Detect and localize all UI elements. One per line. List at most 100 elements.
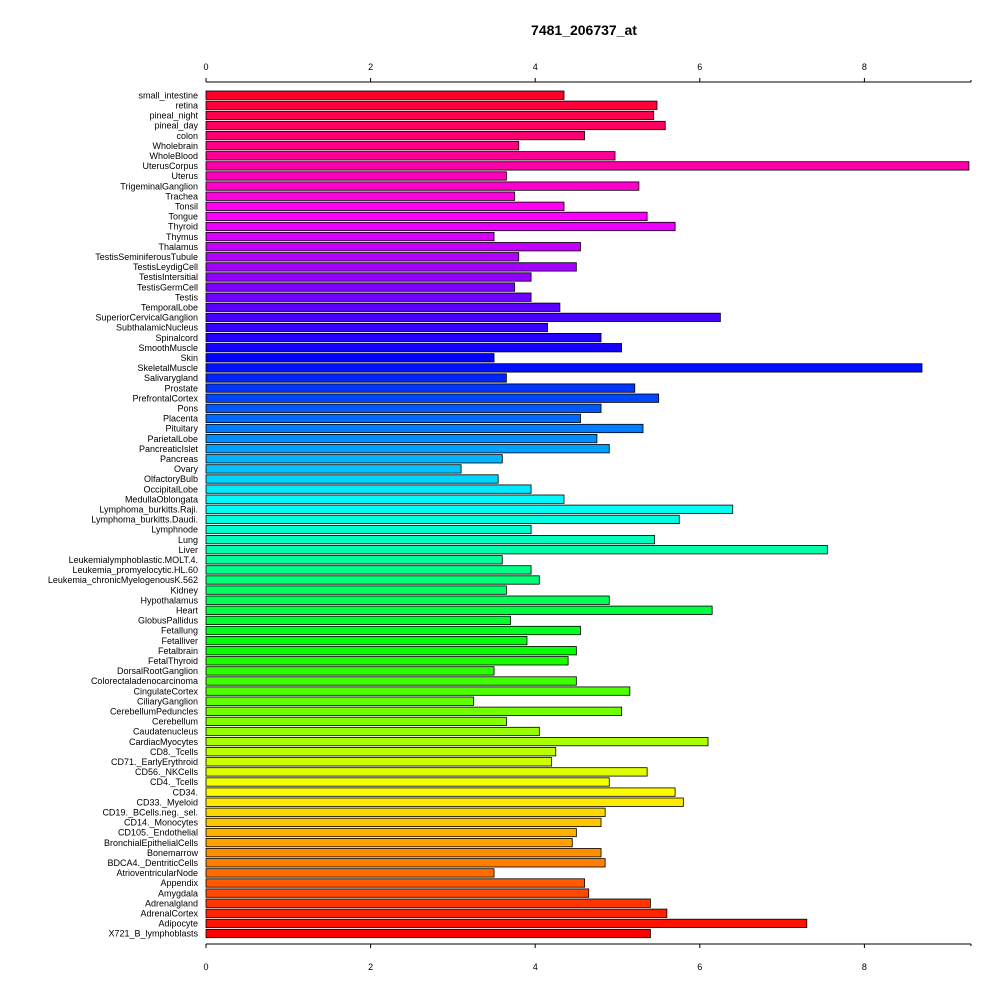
- bar: [205, 403, 602, 413]
- category-label: CardiacMyocytes: [129, 737, 199, 747]
- x-tick-label: 8: [862, 62, 867, 72]
- category-label: CD14._Monocytes: [124, 818, 199, 828]
- bar: [205, 262, 577, 272]
- bar: [205, 908, 668, 918]
- category-label: AdrenalCortex: [140, 909, 198, 919]
- x-tick-label: 4: [533, 962, 538, 972]
- category-label: Lymphoma_burkitts.Raji.: [99, 505, 198, 515]
- bar: [205, 110, 655, 120]
- bar: [205, 615, 511, 626]
- bar: [205, 605, 713, 615]
- category-label: Pituitary: [165, 424, 198, 434]
- category-label: Tongue: [168, 212, 198, 222]
- category-label: SuperiorCervicalGanglion: [95, 313, 198, 323]
- category-label: UterusCorpus: [142, 161, 198, 171]
- x-tick-label: 8: [862, 962, 867, 972]
- category-label: X721_B_lymphoblasts: [108, 929, 198, 939]
- bar: [205, 221, 676, 232]
- bar: [205, 383, 636, 393]
- bar: [205, 858, 606, 868]
- category-label: ParietalLobe: [147, 434, 198, 444]
- category-label: Thymus: [166, 232, 199, 242]
- bar: [205, 120, 666, 131]
- bar: [205, 898, 651, 908]
- bar: [205, 706, 623, 716]
- bar: [205, 423, 644, 434]
- bar: [205, 827, 577, 838]
- bar: [205, 696, 474, 706]
- category-label: Fetallung: [161, 626, 198, 636]
- category-label: TestisGermCell: [137, 282, 198, 292]
- bar: [205, 464, 462, 474]
- category-label: Heart: [176, 606, 199, 616]
- bar: [205, 161, 970, 171]
- x-tick-label: 0: [203, 62, 208, 72]
- category-label: Lymphnode: [151, 525, 198, 535]
- category-label: CD4._Tcells: [150, 777, 199, 787]
- bar: [205, 272, 532, 282]
- bar: [205, 494, 565, 504]
- bar: [205, 535, 655, 545]
- bar: [205, 838, 573, 848]
- bar: [205, 141, 520, 151]
- category-labels: small_intestineretinapineal_nightpineal_…: [48, 90, 199, 938]
- bar: [205, 211, 648, 221]
- bar: [205, 393, 660, 403]
- category-label: SmoothMuscle: [138, 343, 198, 353]
- bar: [205, 686, 631, 696]
- category-label: Lung: [178, 535, 198, 545]
- bar: [205, 413, 581, 424]
- category-label: TestisIntersitial: [139, 272, 198, 282]
- bar: [205, 747, 557, 757]
- category-label: pineal_night: [149, 111, 198, 121]
- category-label: Leukemia_chronicMyelogenousK.562: [48, 575, 198, 585]
- category-label: SubthalamicNucleus: [116, 323, 199, 333]
- category-label: CD33._Myeloid: [136, 797, 198, 807]
- bar: [205, 787, 676, 797]
- x-tick-label: 4: [533, 62, 538, 72]
- category-label: Placenta: [163, 414, 198, 424]
- category-label: Adrenalgland: [145, 898, 198, 908]
- bar: [205, 555, 503, 565]
- bar: [205, 666, 495, 676]
- bar: [205, 575, 540, 585]
- bar: [205, 767, 648, 777]
- bar: [205, 565, 532, 575]
- category-label: CD8._Tcells: [150, 747, 199, 757]
- category-label: Fetalbrain: [158, 646, 198, 656]
- bar: [205, 191, 516, 201]
- bar: [205, 757, 553, 767]
- bar: [205, 595, 610, 605]
- category-label: Tonsil: [175, 202, 198, 212]
- category-label: TestisSeminiferousTubule: [95, 252, 198, 262]
- x-tick-label: 6: [697, 62, 702, 72]
- category-label: CD56._NKCells: [135, 767, 199, 777]
- x-tick-label: 2: [368, 962, 373, 972]
- category-label: Thalamus: [158, 242, 198, 252]
- bar: [205, 888, 590, 898]
- bar: [205, 676, 577, 686]
- bar: [205, 817, 602, 828]
- category-label: Appendix: [160, 878, 198, 888]
- bar: [205, 474, 499, 484]
- category-label: CiliaryGanglion: [137, 696, 198, 706]
- bar: [205, 656, 569, 666]
- category-label: Liver: [178, 545, 198, 555]
- bar: [205, 918, 808, 929]
- bar: [205, 312, 721, 323]
- category-label: PrefrontalCortex: [132, 393, 198, 403]
- bar: [205, 878, 585, 888]
- bar: [205, 332, 602, 343]
- category-label: Amygdala: [158, 888, 198, 898]
- bar: [205, 514, 680, 525]
- bar: [205, 737, 709, 747]
- bar: [205, 242, 581, 252]
- bar: [205, 181, 640, 191]
- category-label: CD34.: [172, 787, 198, 797]
- bar: [205, 797, 684, 807]
- category-label: GlobusPallidus: [138, 616, 199, 626]
- category-label: Pancreas: [160, 454, 199, 464]
- bar: [205, 100, 658, 110]
- bar: [205, 292, 532, 302]
